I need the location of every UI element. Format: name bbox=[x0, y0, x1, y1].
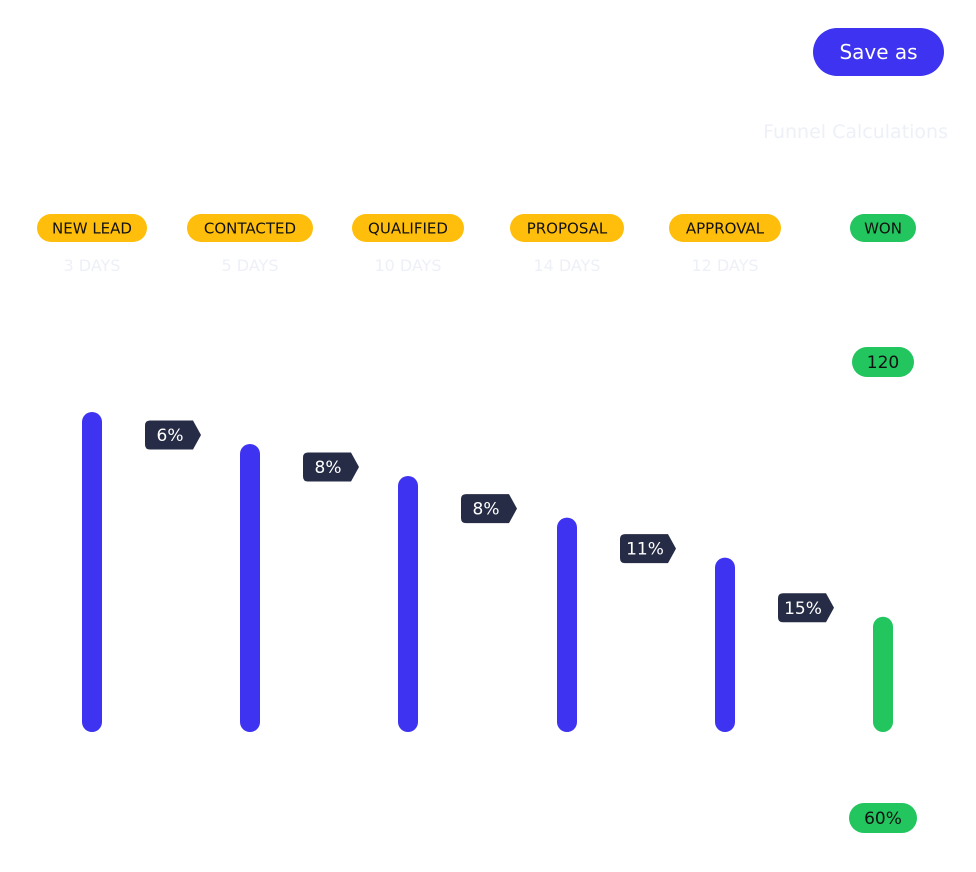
funnel-bar bbox=[715, 557, 735, 732]
conversion-rate-label: 6% bbox=[157, 426, 184, 446]
conversion-tag bbox=[620, 534, 676, 564]
stage-badge bbox=[37, 214, 147, 242]
conversion-tag bbox=[145, 420, 201, 450]
stage-duration: 3 DAYS bbox=[64, 256, 121, 275]
stage-label: WON bbox=[864, 219, 902, 237]
won-count-badge bbox=[852, 347, 914, 377]
stage-duration: 10 DAYS bbox=[374, 256, 441, 275]
stage-duration: 12 DAYS bbox=[691, 256, 758, 275]
funnel-bar bbox=[398, 476, 418, 732]
stage-label: APPROVAL bbox=[686, 219, 765, 237]
stage-label: CONTACTED bbox=[204, 219, 296, 237]
stage-label: NEW LEAD bbox=[52, 219, 132, 237]
section-title: Funnel Calculations bbox=[763, 121, 948, 143]
stage-badge bbox=[510, 214, 624, 242]
conversion-rate-label: 8% bbox=[315, 458, 342, 478]
funnel-bar bbox=[557, 517, 577, 732]
stage-badge bbox=[669, 214, 781, 242]
conversion-tag bbox=[303, 452, 359, 482]
stage-badge bbox=[352, 214, 464, 242]
stage-label: QUALIFIED bbox=[368, 219, 448, 237]
won-count-label: 120 bbox=[867, 353, 899, 373]
funnel-bar bbox=[240, 444, 260, 732]
save-as-button[interactable]: Save as bbox=[813, 28, 944, 76]
funnel-bar bbox=[82, 412, 102, 732]
conversion-rate-label: 11% bbox=[626, 540, 664, 560]
conversion-rate-label: 8% bbox=[473, 500, 500, 520]
stage-label: PROPOSAL bbox=[527, 219, 608, 237]
stage-duration: 5 DAYS bbox=[222, 256, 279, 275]
stage-badge bbox=[187, 214, 313, 242]
stage-badge bbox=[850, 214, 916, 242]
won-rate-label: 60% bbox=[864, 809, 902, 829]
stage-duration: 14 DAYS bbox=[533, 256, 600, 275]
conversion-tag bbox=[778, 593, 834, 623]
funnel-bar bbox=[873, 616, 893, 732]
conversion-tag bbox=[461, 494, 517, 524]
conversion-rate-label: 15% bbox=[784, 599, 822, 619]
won-rate-badge bbox=[849, 803, 917, 833]
